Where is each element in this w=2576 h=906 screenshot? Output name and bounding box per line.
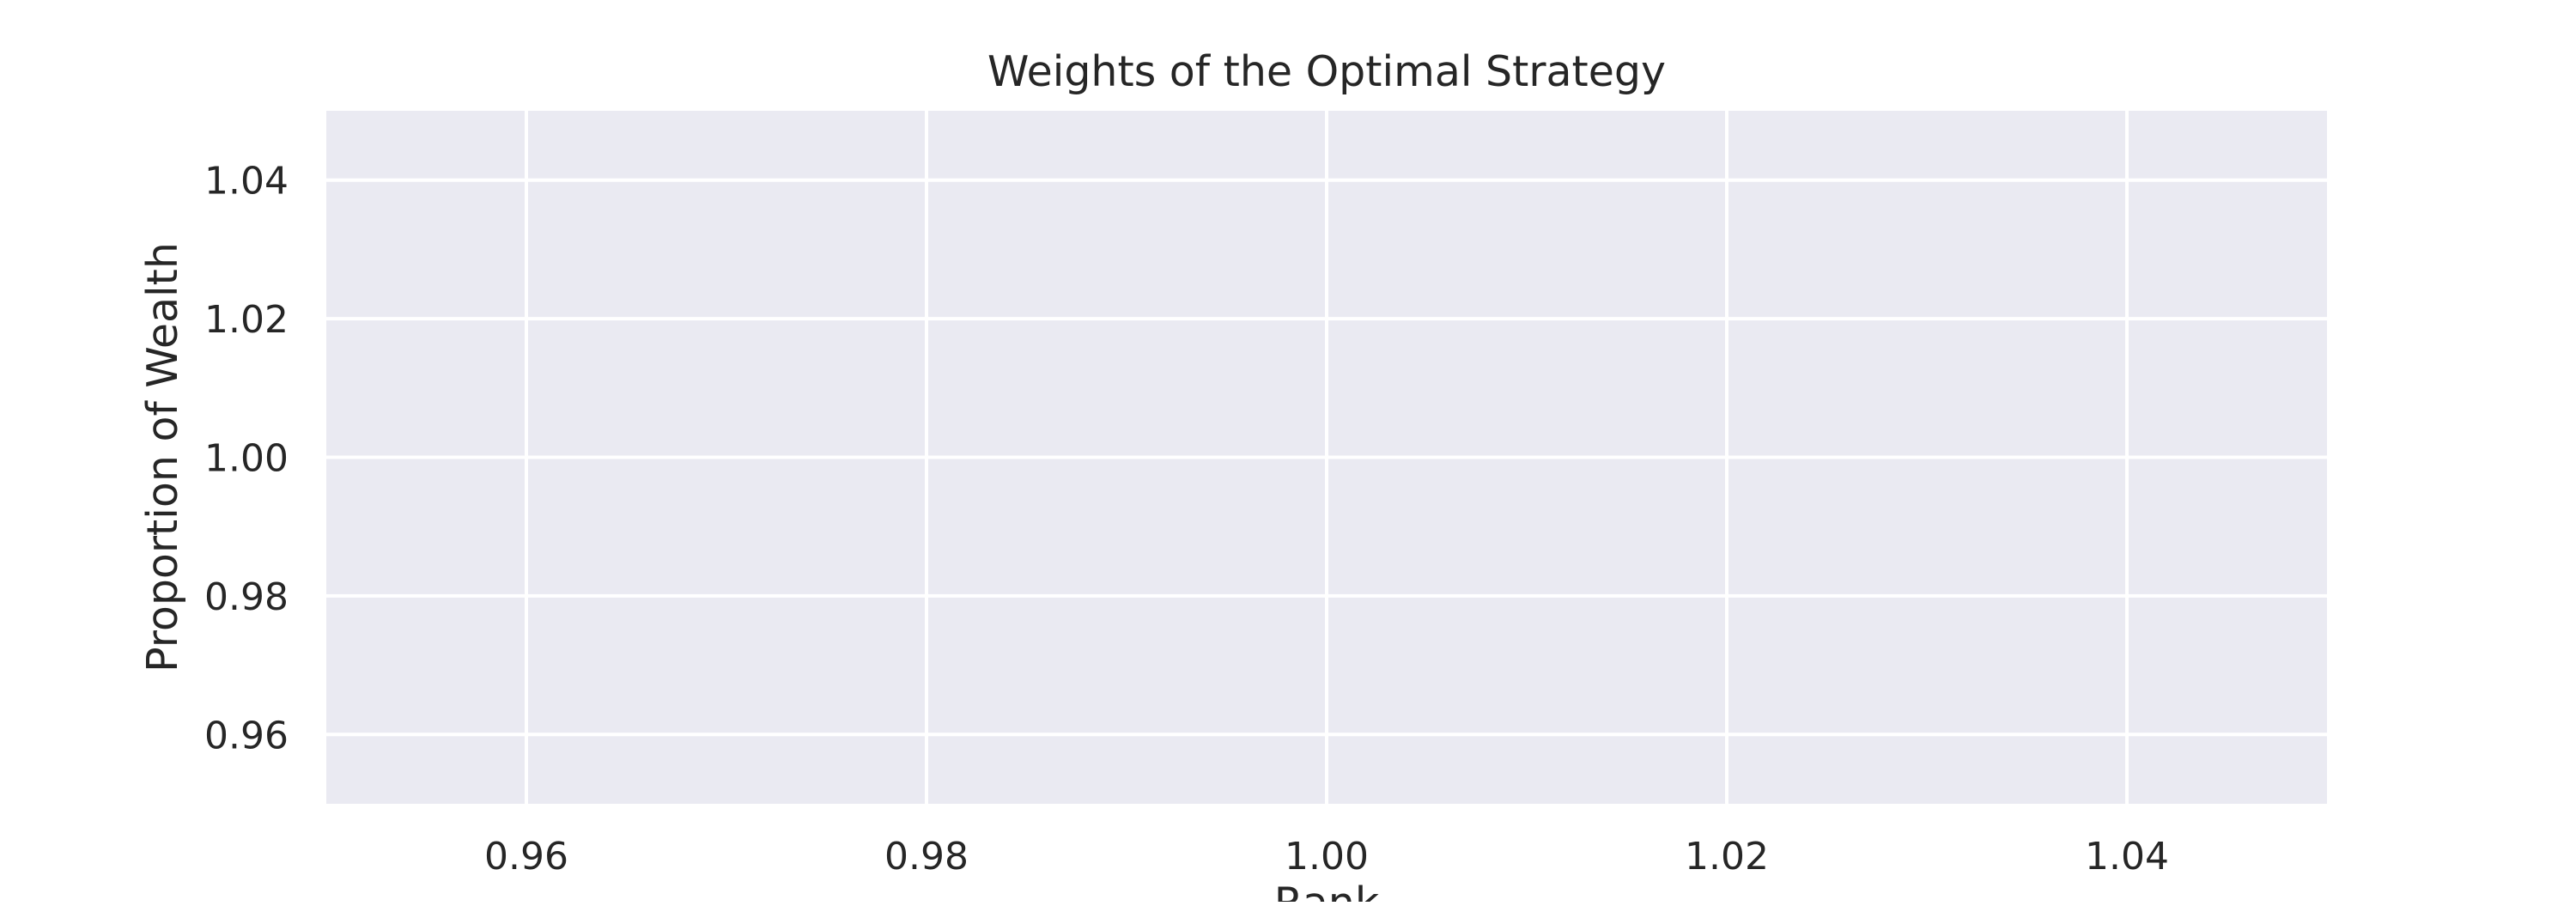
y-tick-label: 1.00 [204, 437, 289, 481]
x-tick-label: 0.96 [484, 835, 568, 879]
y-tick-label: 1.02 [204, 298, 289, 342]
chart-title: Weights of the Optimal Strategy [987, 47, 1666, 96]
y-tick-label: 0.98 [204, 575, 289, 619]
x-tick-label: 1.00 [1285, 835, 1369, 879]
x-tick-label: 1.04 [2085, 835, 2169, 879]
y-tick-label: 1.04 [204, 160, 289, 204]
tick-labels: 0.96 0.98 1.00 1.02 1.04 0.96 0.98 1.00 1.02 1.04 [204, 160, 2169, 879]
x-axis-label: Rank [1274, 879, 1380, 902]
y-axis-label: Proportion of Wealth [138, 242, 187, 672]
y-tick-label: 0.96 [204, 714, 289, 757]
grid-lines [326, 111, 2327, 804]
x-tick-label: 1.02 [1685, 835, 1769, 879]
x-tick-label: 0.98 [884, 835, 969, 879]
